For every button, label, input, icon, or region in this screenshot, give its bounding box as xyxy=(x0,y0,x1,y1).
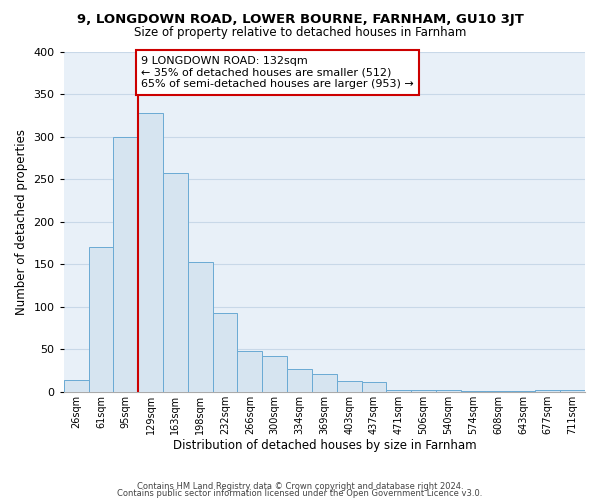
Bar xyxy=(411,390,436,392)
Bar xyxy=(486,391,511,392)
Bar xyxy=(337,380,362,392)
Bar xyxy=(511,391,535,392)
Bar xyxy=(188,262,212,392)
Bar xyxy=(287,369,312,392)
Bar xyxy=(535,390,560,392)
Bar xyxy=(238,351,262,392)
Text: 9 LONGDOWN ROAD: 132sqm
← 35% of detached houses are smaller (512)
65% of semi-d: 9 LONGDOWN ROAD: 132sqm ← 35% of detache… xyxy=(141,56,414,89)
Bar xyxy=(163,173,188,392)
Bar xyxy=(560,390,585,392)
Y-axis label: Number of detached properties: Number of detached properties xyxy=(15,128,28,314)
Bar xyxy=(89,247,113,392)
Text: 9, LONGDOWN ROAD, LOWER BOURNE, FARNHAM, GU10 3JT: 9, LONGDOWN ROAD, LOWER BOURNE, FARNHAM,… xyxy=(77,12,523,26)
Text: Contains public sector information licensed under the Open Government Licence v3: Contains public sector information licen… xyxy=(118,490,482,498)
Bar xyxy=(436,390,461,392)
Bar xyxy=(262,356,287,392)
Bar xyxy=(386,390,411,392)
Bar xyxy=(138,113,163,392)
Bar xyxy=(461,391,486,392)
X-axis label: Distribution of detached houses by size in Farnham: Distribution of detached houses by size … xyxy=(173,440,476,452)
Text: Size of property relative to detached houses in Farnham: Size of property relative to detached ho… xyxy=(134,26,466,39)
Bar xyxy=(64,380,89,392)
Bar xyxy=(212,312,238,392)
Bar xyxy=(113,136,138,392)
Bar xyxy=(362,382,386,392)
Text: Contains HM Land Registry data © Crown copyright and database right 2024.: Contains HM Land Registry data © Crown c… xyxy=(137,482,463,491)
Bar xyxy=(312,374,337,392)
